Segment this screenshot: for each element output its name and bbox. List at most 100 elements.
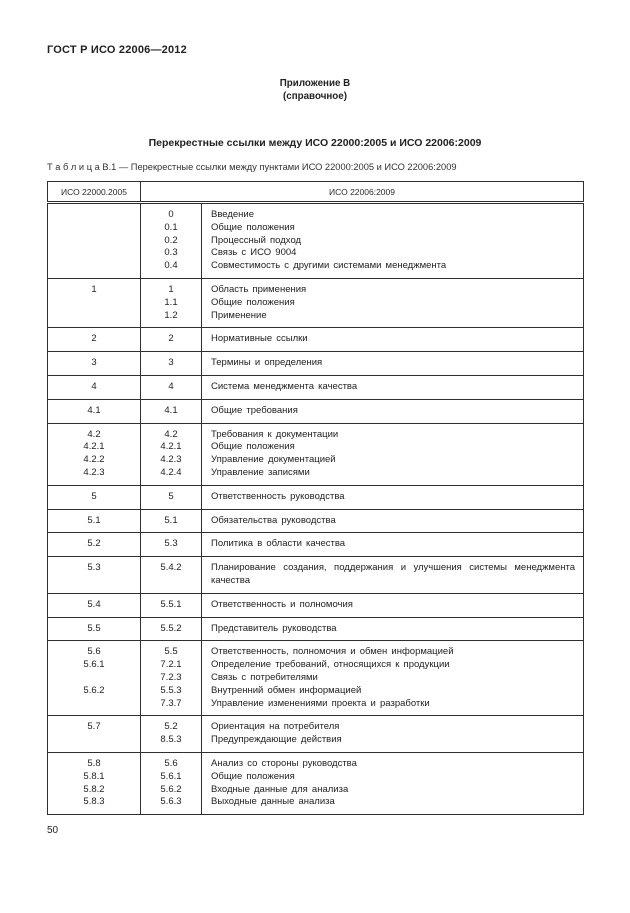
cell-line: Общие требования <box>211 404 298 416</box>
cell-iso22006-title: Требования к документации Общие положения… <box>200 422 585 486</box>
table-header-col2: ИСО 22006:2009 <box>139 181 585 204</box>
appendix-title: Приложение В <box>279 78 351 89</box>
cell-iso22000-clause: 5.5 <box>47 616 141 642</box>
table-row: 5.6 5.6.1 5.6.2 5.5 7.2.1 7.2.3 5.5.3 7.3.7 От… <box>47 640 585 717</box>
cell-iso22000-clause: 5.6 5.6.1 5.6.2 <box>47 640 141 717</box>
cell-line: Политика в области качества <box>211 538 346 550</box>
cell-line: 5.5 <box>87 622 101 634</box>
cell-iso22006-clause: 2 <box>140 327 202 353</box>
cell-line: Требования к документации <box>211 428 339 440</box>
cell-line <box>51 698 137 711</box>
cell-line: Термины и определения <box>211 357 323 369</box>
cell-line: Ответственность и полномочия <box>211 598 353 610</box>
cell-line: Общие положения <box>211 221 295 233</box>
table-row: 5.7 5.2 8.5.3 Ориентация на потребителя Пре… <box>47 715 585 753</box>
cell-line: Представитель руководства <box>211 622 337 634</box>
cell-line: Обязательства руководства <box>211 514 336 526</box>
cell-line <box>51 734 137 747</box>
cell-line: 4.2.3 <box>160 454 182 466</box>
appendix-subtitle: (справочное) <box>283 90 347 102</box>
cell-line: 5.5.2 <box>160 622 182 634</box>
crossref-table-body: 0 0.1 0.2 0.3 0.4 Введение Общие положения Проц… <box>47 202 585 816</box>
cell-line: Связь с ИСО 9004 <box>211 247 297 259</box>
cell-line: Система менеджмента качества <box>211 380 358 392</box>
cell-iso22006-title: Ответственность руководства <box>200 484 585 510</box>
cell-iso22000-clause: 5.1 <box>47 508 141 534</box>
cell-line: Применение <box>211 309 267 321</box>
cell-line: Ответственность руководства <box>211 490 345 502</box>
cell-line: 5.1 <box>87 514 101 526</box>
cell-line: Выходные данные анализа <box>211 796 335 808</box>
cell-line: 7.3.7 <box>160 697 182 709</box>
cell-iso22006-title: Ответственность, полномочия и обмен инфо… <box>200 640 585 717</box>
table-header-row: ИСО 22000.2005 ИСО 22006:2009 <box>47 181 585 204</box>
cell-iso22006-title: Обязательства руководства <box>200 508 585 534</box>
cell-line: 2 <box>91 333 97 345</box>
table-row: 5.4 5.5.1 Ответственность и полномочия <box>47 592 585 618</box>
cell-line: Анализ со стороны руководства <box>211 757 357 769</box>
cell-iso22006-clause: 5.2 8.5.3 <box>140 715 202 753</box>
cell-line: Общие положения <box>211 441 295 453</box>
cell-line: 4.2.4 <box>160 466 182 478</box>
table-header-col1: ИСО 22000.2005 <box>47 181 141 204</box>
doc-number: ГОСТ Р ИСО 22006—2012 <box>47 44 187 56</box>
table-row: 0 0.1 0.2 0.3 0.4 Введение Общие положения Проц… <box>47 202 585 279</box>
cell-line: 4.2 <box>87 428 101 440</box>
cell-iso22006-title: Политика в области качества <box>200 532 585 558</box>
cell-line: 5.4 <box>87 598 101 610</box>
cell-iso22006-clause: 1 1.1 1.2 <box>140 277 202 329</box>
cell-line: Планирование создания, поддержания и улу… <box>211 562 576 586</box>
cell-line: 5.5.3 <box>160 684 182 696</box>
cell-line: 4.1 <box>164 404 178 416</box>
section-title: Перекрестные ссылки между ИСО 22000:2005… <box>148 137 482 149</box>
table-row: 5.2 5.3 Политика в области качества <box>47 532 585 558</box>
crossref-table-head: ИСО 22000.2005 ИСО 22006:2009 <box>47 181 585 204</box>
cell-iso22006-title: Введение Общие положения Процессный подход… <box>200 202 585 279</box>
cell-iso22000-clause: 5.7 <box>47 715 141 753</box>
cell-iso22006-clause: 5.5.2 <box>140 616 202 642</box>
cell-iso22006-clause: 5.4.2 <box>140 556 202 594</box>
cell-iso22006-clause: 5.5.1 <box>140 592 202 618</box>
table-row: 5.1 5.1 Обязательства руководства <box>47 508 585 534</box>
cell-line: 5.6.1 <box>160 770 182 782</box>
cell-line: 8.5.3 <box>160 734 182 746</box>
cell-line: 3 <box>168 357 174 369</box>
cell-line: 5.6.3 <box>160 796 182 808</box>
cell-line: 0.2 <box>164 234 178 246</box>
table-caption: Т а б л и ц а В.1 — Перекрестные ссылки … <box>47 162 457 172</box>
cell-line: 5.8 <box>87 757 101 769</box>
cell-line: Управление записями <box>211 466 310 478</box>
cell-line: 5 <box>91 490 97 502</box>
cell-iso22000-clause <box>47 202 141 279</box>
cell-iso22006-clause: 4 <box>140 374 202 400</box>
page-number: 50 <box>47 825 59 836</box>
cell-line: Область применения <box>211 283 307 295</box>
cell-line <box>51 209 137 222</box>
cell-iso22006-title: Представитель руководства <box>200 616 585 642</box>
cell-line: Ответственность, полномочия и обмен инфо… <box>211 646 454 658</box>
cell-line: 2 <box>168 333 174 345</box>
cell-iso22000-clause: 5.2 <box>47 532 141 558</box>
cell-iso22006-title: Анализ со стороны руководства Общие полож… <box>200 751 585 816</box>
cell-line: 4.2.1 <box>83 441 105 453</box>
cell-line: 5.6 <box>164 757 178 769</box>
cell-line: 5.6.2 <box>160 783 182 795</box>
cell-line: Нормативные ссылки <box>211 333 308 345</box>
cell-line: Введение <box>211 209 255 220</box>
table-row: 5.3 5.4.2 Планирование создания, поддержан… <box>47 556 585 594</box>
table-row: 5.5 5.5.2 Представитель руководства <box>47 616 585 642</box>
cell-line: 5.8.2 <box>83 783 105 795</box>
cell-line: Совместимость с другими системами менедж… <box>211 260 447 272</box>
cell-line: Процессный подход <box>211 234 302 246</box>
cell-line: 7.2.1 <box>160 659 182 671</box>
cell-iso22006-clause: 5 <box>140 484 202 510</box>
cell-line: Общие положения <box>211 770 295 782</box>
cell-line: Управление изменениями проекта и разрабо… <box>211 697 430 709</box>
cell-iso22006-clause: 5.1 <box>140 508 202 534</box>
table-row: 4 4 Система менеджмента качества <box>47 374 585 400</box>
cell-line: 5.7 <box>87 721 101 733</box>
cell-iso22000-clause: 5.8 5.8.1 5.8.2 5.8.3 <box>47 751 141 816</box>
cell-line: 0.3 <box>164 247 178 259</box>
cell-line: Входные данные для анализа <box>211 783 349 795</box>
cell-line: Внутренний обмен информацией <box>211 684 362 696</box>
